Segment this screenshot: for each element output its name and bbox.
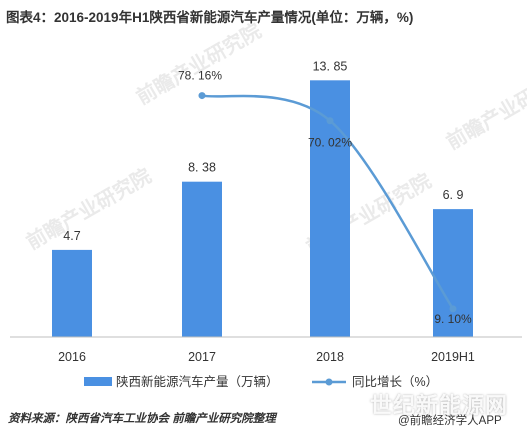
growth-point-2017	[198, 92, 206, 100]
source-note: 资料来源：陕西省汽车工业协会 前瞻产业研究院整理	[8, 413, 276, 425]
watermark-brand: @前瞻经济学人APP	[398, 415, 502, 427]
bar-2017	[182, 181, 222, 337]
growth-label-2018: 70. 02%	[308, 136, 352, 150]
x-tick-2019H1: 2019H1	[431, 350, 475, 364]
growth-line	[201, 94, 455, 310]
legend-swatch-bar	[84, 377, 112, 386]
watermark-site: 世纪新能源网	[370, 393, 509, 418]
growth-label-2017: 78. 16%	[178, 69, 222, 83]
bar-label-2017: 8. 38	[188, 161, 216, 175]
bar-label-2019H1: 6. 9	[443, 188, 464, 202]
legend-swatch-marker	[325, 378, 333, 386]
bar-label-2016: 4.7	[63, 229, 80, 243]
x-tick-2017: 2017	[188, 350, 216, 364]
legend-label-line: 同比增长（%）	[352, 374, 438, 389]
growth-point-2019H1	[449, 305, 457, 313]
x-tick-2016: 2016	[58, 350, 86, 364]
bar-2019H1	[433, 209, 473, 337]
legend-label-bar: 陕西新能源汽车产量（万辆）	[116, 374, 279, 389]
x-tick-2018: 2018	[316, 350, 344, 364]
bar-label-2018: 13. 85	[313, 59, 348, 73]
chart-title: 图表4：2016-2019年H1陕西省新能源汽车产量情况(单位：万辆，%)	[6, 10, 414, 25]
growth-label-2019H1: 9. 10%	[434, 312, 472, 326]
growth-point-2018	[326, 117, 334, 125]
bar-2016	[52, 249, 92, 337]
